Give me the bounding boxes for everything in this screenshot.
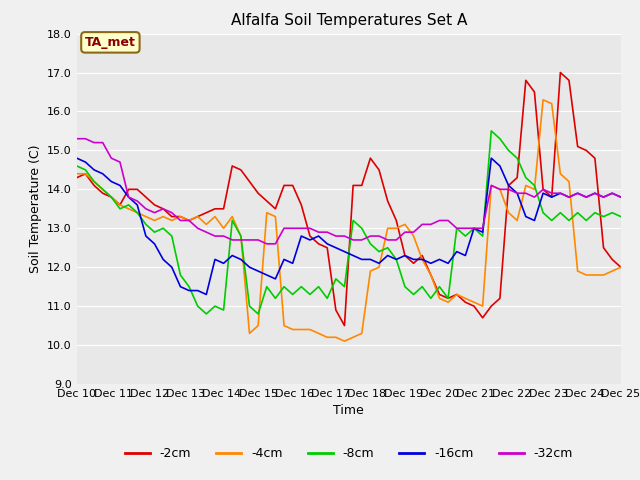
X-axis label: Time: Time [333,405,364,418]
Legend: -2cm, -4cm, -8cm, -16cm, -32cm: -2cm, -4cm, -8cm, -16cm, -32cm [120,443,578,465]
Title: Alfalfa Soil Temperatures Set A: Alfalfa Soil Temperatures Set A [230,13,467,28]
Text: TA_met: TA_met [85,36,136,49]
Y-axis label: Soil Temperature (C): Soil Temperature (C) [29,144,42,273]
